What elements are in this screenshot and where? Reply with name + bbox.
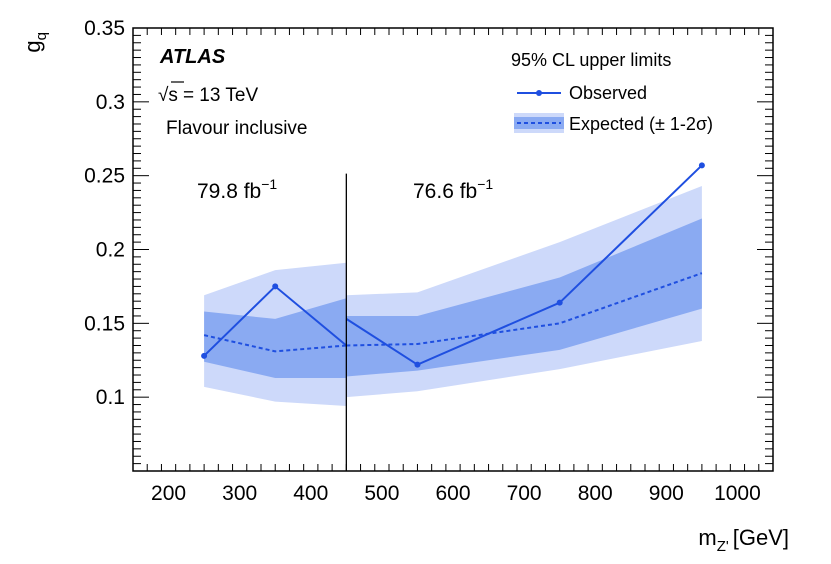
lumi-label-right: 76.6 fb−1 — [413, 176, 493, 203]
observed-point — [272, 283, 279, 290]
x-axis-title: mZ' [GeV] — [698, 525, 789, 555]
axis-ticks — [132, 27, 774, 472]
observed-point — [698, 162, 705, 169]
lumi-label-left: 79.8 fb−1 — [197, 176, 277, 203]
observed-line — [345, 164, 703, 366]
legend-expected-label: Expected (± 1-2σ) — [569, 114, 713, 134]
x-tick-label: 900 — [649, 482, 684, 505]
observed-point — [201, 352, 208, 359]
x-tick-label: 400 — [293, 482, 328, 505]
y-tick-label: 0.1 — [96, 386, 125, 409]
y-tick-label: 0.25 — [84, 165, 125, 188]
y-tick-label: 0.2 — [96, 239, 125, 262]
x-tick-label: 200 — [151, 482, 186, 505]
legend-observed-label: Observed — [569, 83, 647, 103]
axis-tick-labels: 200 300 400 500 600 700 800 900 1000 0.1 0.15 0.2 0.… — [84, 17, 761, 505]
y-tick-label: 0.35 — [84, 17, 125, 40]
y-axis-title: gq — [20, 32, 50, 53]
x-tick-label: 600 — [435, 482, 470, 505]
legend-title: 95% CL upper limits — [511, 50, 671, 70]
expected-bands — [204, 186, 702, 407]
observed-point — [414, 361, 421, 368]
x-tick-label: 700 — [507, 482, 542, 505]
experiment-label: ATLAS — [159, 46, 226, 68]
x-tick-label: 800 — [578, 482, 613, 505]
x-tick-label: 300 — [222, 482, 257, 505]
selection-label: Flavour inclusive — [166, 118, 308, 139]
observed-points — [201, 162, 705, 368]
expected-line — [203, 334, 347, 353]
x-tick-label: 1000 — [714, 482, 761, 505]
x-tick-label: 500 — [364, 482, 399, 505]
expected-band-1sigma — [204, 298, 347, 378]
legend-observed-marker — [536, 90, 542, 96]
energy-label: √s = 13 TeV — [158, 85, 258, 106]
expected-band-1sigma — [346, 218, 702, 377]
y-tick-label: 0.3 — [96, 91, 125, 114]
y-tick-label: 0.15 — [84, 312, 125, 335]
observed-point — [556, 299, 563, 306]
